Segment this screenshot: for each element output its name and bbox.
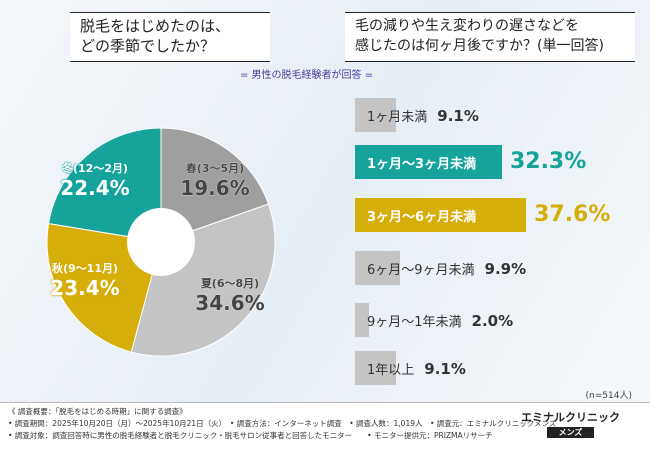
bar xyxy=(355,303,369,337)
slice-name: 夏(6～8月) xyxy=(200,277,260,291)
bar-label: 9ヶ月～1年未満 2.0% xyxy=(367,311,513,330)
bar-value: 9.1% xyxy=(424,360,466,378)
footer-line1: 《 調査概要：「脱毛をはじめる時期」に関する調査》 xyxy=(8,407,187,416)
slice-value: 19.6% xyxy=(180,176,250,201)
q2-line1: 毛の減りや生え変わりの遅さなどを xyxy=(355,18,579,34)
bar xyxy=(355,198,527,232)
bar-value: 37.6% xyxy=(534,202,611,227)
bar-label: 1ヶ月～3ヶ月未満 xyxy=(367,153,476,172)
q1-line1: 脱毛をはじめたのは、 xyxy=(80,17,231,35)
bar-category: 1年以上 xyxy=(367,363,415,378)
bar-label: 3ヶ月～6ヶ月未満 xyxy=(367,206,476,225)
question-2-title: 毛の減りや生え変わりの遅さなどを感じたのは何ヶ月後ですか？(単一回答) xyxy=(345,12,635,62)
bar-label: 6ヶ月～9ヶ月未満 9.9% xyxy=(367,259,526,278)
slice-name: 秋(9～11月) xyxy=(51,262,119,275)
footer-line2: • 調査期間：2025年10月20日（月）～2025年10月21日（火） • 調… xyxy=(8,419,557,428)
pie-label: 春(3～5月) 19.6% xyxy=(165,160,265,201)
logo-text: エミナルクリニック xyxy=(521,411,620,424)
bar xyxy=(355,98,397,132)
pie-label: 秋(9～11月) 23.4% xyxy=(35,260,135,300)
q1-line2: どの季節でしたか？ xyxy=(80,37,216,55)
pie-slice xyxy=(47,127,162,243)
bar xyxy=(355,351,397,385)
bar-value: 2.0% xyxy=(471,312,514,330)
bar-label: 1年以上 9.1% xyxy=(367,359,466,378)
slice-name: 春(3～5月) xyxy=(185,162,245,176)
bar-category: 6ヶ月～9ヶ月未満 xyxy=(367,263,475,278)
slice-value: 23.4% xyxy=(50,276,120,300)
bar-category: 3ヶ月～6ヶ月未満 xyxy=(367,210,477,225)
clinic-logo: エミナルクリニック メンズ xyxy=(521,409,620,438)
survey-footer: 《 調査概要：「脱毛をはじめる時期」に関する調査》 • 調査期間：2025年10… xyxy=(0,402,650,450)
slice-name: 冬(12～2月) xyxy=(61,162,129,175)
bar-category: 1ヶ月未満 xyxy=(367,110,428,125)
logo-sub: メンズ xyxy=(546,427,595,438)
bar-value: 9.1% xyxy=(437,107,479,125)
question-1-title: 脱毛をはじめたのは、 どの季節でしたか？ xyxy=(70,12,270,62)
respondents-note: = 男性の脱毛経験者が回答 = xyxy=(240,70,374,81)
sample-size: (n=514人) xyxy=(585,391,632,401)
pie-label: 冬(12～2月) 22.4% xyxy=(45,160,145,200)
donut-hole xyxy=(127,208,195,276)
bar xyxy=(355,145,502,179)
slice-value: 22.4% xyxy=(60,176,130,200)
bar-category: 9ヶ月～1年未満 xyxy=(367,315,462,330)
season-donut-chart xyxy=(46,127,276,357)
pie-label: 夏(6～8月) 34.6% xyxy=(180,275,280,316)
footer-line3: • 調査対象：調査回答時に男性の脱毛経験者と脱毛クリニック・脱毛サロン従事者と回… xyxy=(8,431,493,440)
bar-value: 9.9% xyxy=(484,260,527,278)
bar-label: 1ヶ月未満 9.1% xyxy=(367,106,479,125)
bar-value: 32.3% xyxy=(509,149,587,174)
slice-value: 34.6% xyxy=(195,291,265,316)
bar xyxy=(355,251,401,285)
bar-category: 1ヶ月～3ヶ月未満 xyxy=(367,157,477,172)
q2-line2: 感じたのは何ヶ月後ですか？(単一回答) xyxy=(355,38,604,54)
